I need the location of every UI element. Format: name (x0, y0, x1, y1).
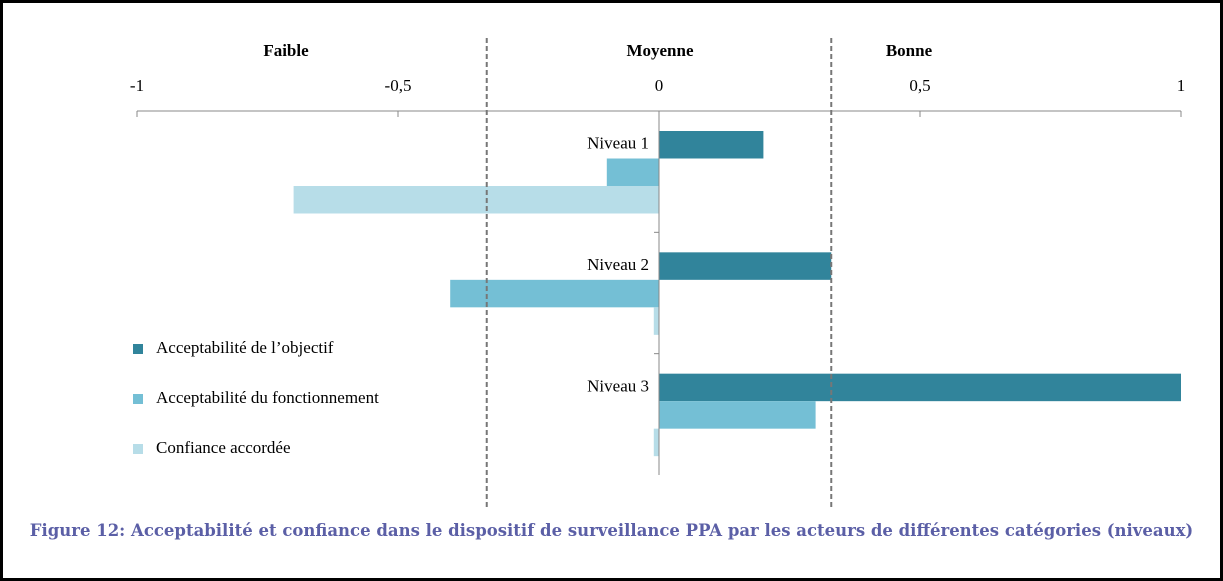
zone-label: Faible (263, 41, 309, 60)
category-label: Niveau 1 (587, 134, 649, 153)
legend-swatch (133, 344, 143, 354)
bar (653, 307, 659, 335)
bar (450, 279, 659, 308)
x-tick-label: 0 (655, 76, 664, 95)
caption: Figure 12: Acceptabilité et confiance da… (29, 521, 1194, 540)
legend-swatch (133, 444, 143, 454)
legend-label: Confiance accordée (156, 438, 291, 457)
legend-label: Acceptabilité du fonctionnement (156, 388, 379, 407)
bar (659, 252, 832, 280)
bar (659, 401, 816, 429)
zone-label: Moyenne (626, 41, 694, 60)
legend-swatch (133, 394, 143, 404)
category-label: Niveau 3 (587, 376, 649, 395)
category-label: Niveau 2 (587, 255, 649, 274)
x-tick-label: -1 (130, 76, 144, 95)
x-tick-label: 1 (1177, 76, 1186, 95)
x-tick-label: -0,5 (385, 76, 412, 95)
zone-label: Bonne (886, 41, 933, 60)
bar (293, 186, 659, 214)
bar (659, 131, 764, 159)
x-tick-label: 0,5 (909, 76, 930, 95)
bar (653, 428, 659, 457)
legend-label: Acceptabilité de l’objectif (156, 338, 334, 357)
bar (659, 373, 1181, 402)
bar (606, 158, 659, 186)
